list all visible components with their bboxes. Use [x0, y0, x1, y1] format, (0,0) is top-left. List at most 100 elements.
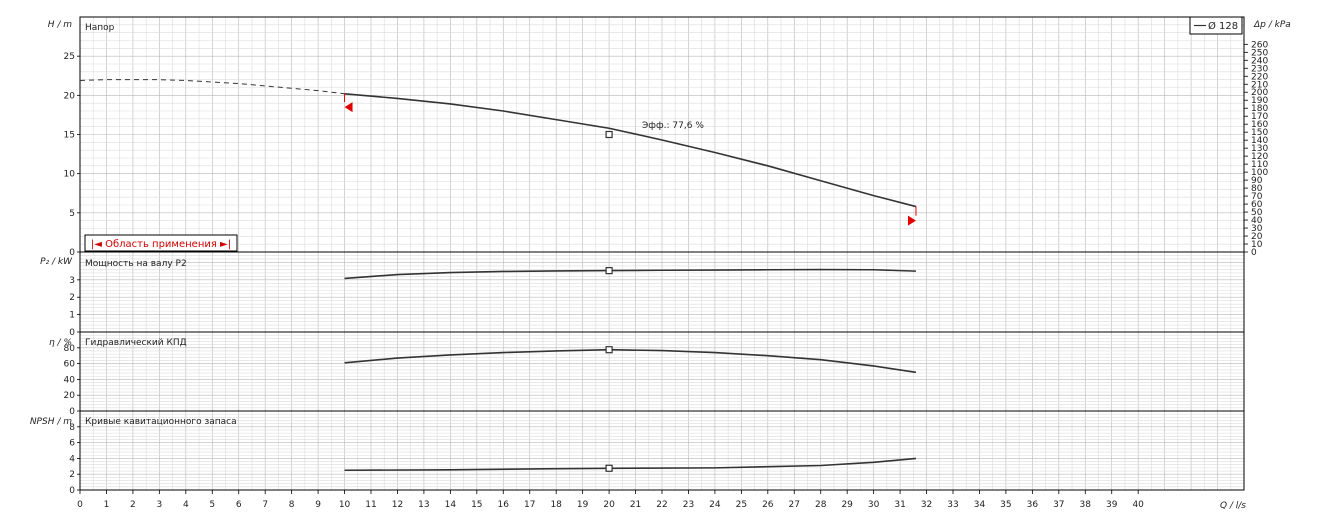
npsh-panel-title: Кривые кавитационного запаса: [85, 417, 237, 427]
series-line: [344, 348, 917, 374]
y2-tick-label: 0: [1251, 248, 1257, 258]
y-tick-label: 20: [64, 91, 76, 101]
operating-point-label: Эфф.: 77,6 %: [642, 121, 704, 131]
y2-tick-label: 240: [1251, 56, 1268, 66]
y-tick-label: 2: [69, 293, 75, 303]
y-tick-label: 0: [69, 248, 75, 258]
y-tick-label: 80: [64, 344, 76, 354]
x-tick-label: 28: [815, 500, 827, 510]
x-tick-label: 37: [1053, 500, 1064, 510]
series-line: [344, 92, 917, 208]
x-tick-label: 30: [868, 500, 880, 510]
x-tick-label: 38: [1080, 500, 1092, 510]
y2-tick-label: 30: [1251, 224, 1263, 234]
x-tick-label: 2: [130, 500, 136, 510]
series-line: [344, 268, 916, 280]
x-tick-label: 36: [1027, 500, 1039, 510]
x-tick-label: 3: [156, 500, 162, 510]
y2-tick-label: 20: [1251, 232, 1263, 242]
application-range-box: |◄ Область применения ►|: [84, 234, 238, 252]
x-tick-label: 7: [262, 500, 268, 510]
y2-tick-label: 130: [1251, 144, 1268, 154]
x-tick-label: 11: [365, 500, 376, 510]
y2-tick-label: 140: [1251, 136, 1268, 146]
y2-tick-label: 160: [1251, 120, 1268, 130]
y-tick-label: 4: [69, 454, 75, 464]
curve-layer: [79, 79, 917, 472]
legend-label: Ø 128: [1208, 20, 1238, 32]
y-tick-label: 2: [69, 470, 75, 480]
power-axis-title: P₂ / kW: [40, 257, 73, 267]
y2-tick-label: 100: [1251, 168, 1268, 178]
y-tick-label: 0: [69, 486, 75, 496]
y2-tick-label: 50: [1251, 208, 1263, 218]
y-tick-label: 40: [64, 375, 76, 385]
text-layer: 0510152025010203040506070809010011012013…: [64, 40, 1269, 510]
x-tick-label: 32: [921, 500, 932, 510]
x-tick-label: 10: [339, 500, 351, 510]
y-tick-label: 15: [64, 131, 75, 141]
x-tick-label: 29: [841, 500, 853, 510]
x-tick-label: 27: [789, 500, 800, 510]
x-tick-label: 40: [1132, 500, 1144, 510]
y2-tick-label: 230: [1251, 64, 1268, 74]
x-tick-label: 16: [498, 500, 510, 510]
x-tick-label: 35: [1000, 500, 1011, 510]
x-tick-label: 24: [709, 500, 721, 510]
x-tick-label: 21: [630, 500, 641, 510]
head-axis-title: H / m: [48, 20, 73, 30]
flow-axis-title: Q / l/s: [1220, 501, 1246, 511]
x-tick-label: 15: [471, 500, 482, 510]
x-tick-label: 6: [236, 500, 242, 510]
y-tick-label: 1: [69, 311, 75, 321]
x-tick-label: 9: [315, 500, 321, 510]
y2-tick-label: 90: [1251, 176, 1263, 186]
operating-point-marker: [605, 130, 613, 139]
x-tick-label: 1: [104, 500, 110, 510]
operating-point-marker: [605, 346, 613, 354]
y-tick-label: 8: [69, 423, 75, 433]
y2-tick-label: 120: [1251, 152, 1268, 162]
power-panel-title: Мощность на валу P2: [85, 259, 187, 269]
npsh-axis-title: NPSH / m: [30, 417, 72, 427]
y2-tick-label: 200: [1251, 88, 1268, 98]
legend: Ø 128: [1189, 16, 1243, 35]
y2-tick-label: 70: [1251, 192, 1263, 202]
x-tick-label: 8: [289, 500, 295, 510]
y2-tick-label: 60: [1251, 200, 1263, 210]
x-tick-label: 26: [762, 500, 774, 510]
y-tick-label: 20: [64, 391, 76, 401]
x-tick-label: 17: [524, 500, 535, 510]
x-tick-label: 14: [445, 500, 457, 510]
y-tick-label: 6: [69, 439, 75, 449]
y2-tick-label: 150: [1251, 128, 1268, 138]
y-tick-label: 0: [69, 407, 75, 417]
x-tick-label: 22: [656, 500, 667, 510]
x-tick-label: 33: [947, 500, 958, 510]
efficiency-axis-title: η / %: [49, 338, 72, 348]
x-tick-label: 13: [418, 500, 429, 510]
y2-tick-label: 40: [1251, 216, 1263, 226]
y-tick-label: 10: [64, 170, 76, 180]
y-tick-label: 60: [64, 360, 76, 370]
operating-point-marker: [605, 267, 613, 275]
y2-tick-label: 210: [1251, 80, 1268, 90]
x-tick-label: 5: [209, 500, 215, 510]
y2-tick-label: 260: [1251, 40, 1268, 50]
application-range-label: |◄ Область применения ►|: [91, 239, 231, 250]
series-line: [344, 457, 917, 472]
y2-tick-label: 190: [1251, 96, 1268, 106]
y-tick-label: 25: [64, 52, 75, 62]
x-tick-label: 34: [974, 500, 986, 510]
y2-tick-label: 250: [1251, 48, 1268, 58]
y-tick-label: 3: [69, 276, 75, 286]
y-tick-label: 5: [69, 209, 75, 219]
efficiency-panel-title: Гидравлический КПД: [85, 338, 187, 348]
x-tick-label: 25: [736, 500, 747, 510]
x-tick-label: 12: [392, 500, 403, 510]
range-marker-triangle: [344, 102, 353, 113]
x-tick-label: 19: [577, 500, 589, 510]
x-tick-label: 0: [77, 500, 83, 510]
x-tick-label: 23: [683, 500, 694, 510]
